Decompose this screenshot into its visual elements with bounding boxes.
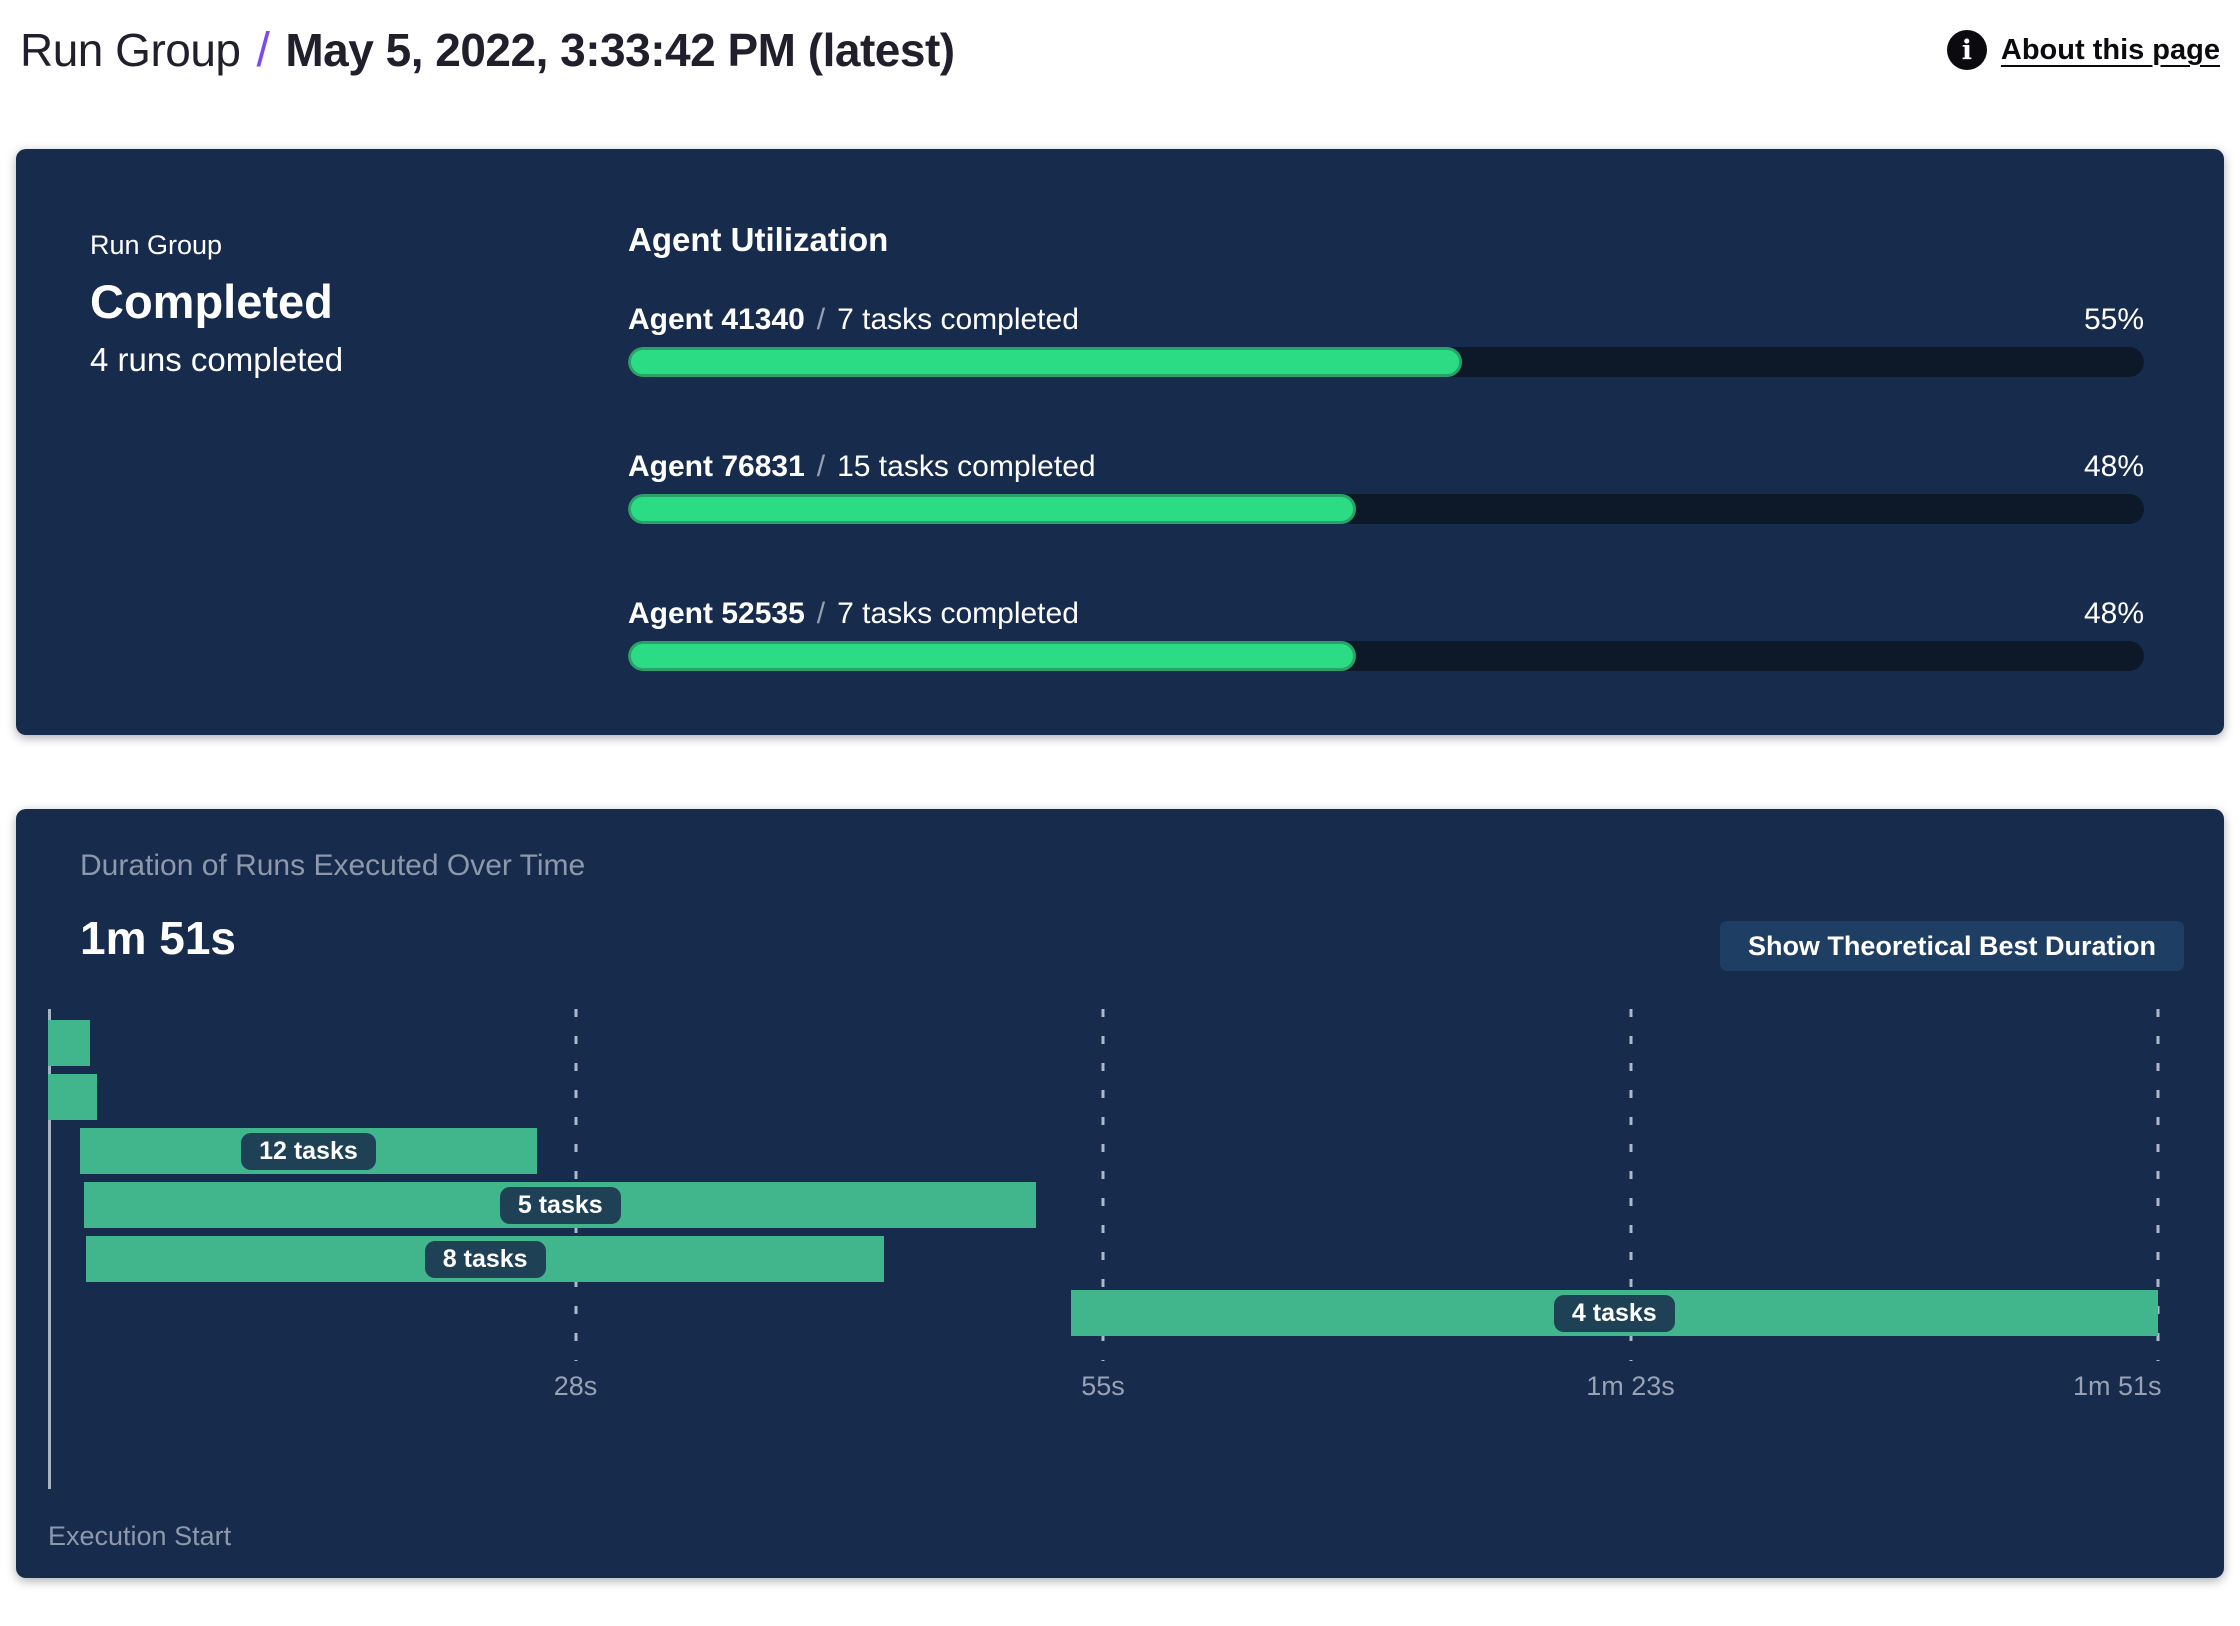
- run-bar[interactable]: 12 tasks: [80, 1128, 537, 1174]
- breadcrumb-run-group[interactable]: Run Group: [20, 24, 241, 76]
- total-duration-value: 1m 51s: [80, 912, 237, 964]
- run-group-status: Completed: [90, 275, 333, 328]
- agent-name: Agent 41340: [628, 303, 805, 336]
- axis-tick-label: 1m 51s: [2072, 1371, 2162, 1401]
- agent-utilization-track: [628, 347, 2144, 377]
- agent-row-header: Agent 52535 / 7 tasks completed 48%: [628, 597, 2144, 631]
- agent-utilization-track: [628, 641, 2144, 671]
- run-bar[interactable]: 5 tasks: [84, 1182, 1037, 1228]
- agent-tasks-completed: 15 tasks completed: [837, 450, 1096, 483]
- gridline-1m51s: [2156, 1009, 2160, 1361]
- task-count-chip: 4 tasks: [1553, 1294, 1675, 1332]
- agent-label-separator: /: [816, 450, 826, 483]
- agent-row-header: Agent 41340 / 7 tasks completed 55%: [628, 303, 2144, 337]
- run-bar[interactable]: [48, 1074, 98, 1120]
- agent-name: Agent 52535: [628, 597, 805, 630]
- agent-label-separator: /: [816, 597, 826, 630]
- agent-utilization-fill: [628, 494, 1356, 524]
- duration-chart-title: Duration of Runs Executed Over Time: [80, 849, 586, 882]
- agent-utilization-track: [628, 494, 2144, 524]
- agent-row-label: Agent 52535 / 7 tasks completed: [628, 597, 1079, 631]
- agent-utilization-percent: 48%: [2083, 597, 2144, 630]
- gantt-chart: Execution Start 28s 55s 1m 23s 1m 51s 12 tas…: [48, 1009, 2162, 1569]
- show-theoretical-best-duration-button[interactable]: Show Theoretical Best Duration: [1719, 921, 2184, 971]
- agent-row-header: Agent 76831 / 15 tasks completed 48%: [628, 450, 2144, 484]
- about-this-page-label: About this page: [2000, 33, 2220, 66]
- agent-utilization-row: Agent 76831 / 15 tasks completed 48%: [628, 450, 2144, 524]
- gridline-55s: [1101, 1009, 1105, 1361]
- task-count-chip: 12 tasks: [241, 1132, 376, 1170]
- agent-utilization-percent: 55%: [2083, 303, 2144, 336]
- run-group-summary-panel: Run Group Completed 4 runs completed Age…: [16, 149, 2224, 735]
- breadcrumb: Run Group / May 5, 2022, 3:33:42 PM (lat…: [20, 23, 955, 78]
- agent-row-label: Agent 76831 / 15 tasks completed: [628, 450, 1096, 484]
- agent-utilization-rows: Agent 41340 / 7 tasks completed 55% Agent …: [628, 149, 2144, 735]
- agent-utilization-heading: Agent Utilization: [628, 221, 889, 258]
- runs-completed-text: 4 runs completed: [90, 341, 344, 378]
- agent-tasks-completed: 7 tasks completed: [837, 597, 1079, 630]
- run-bar[interactable]: 4 tasks: [1070, 1290, 2158, 1336]
- run-group-label: Run Group: [90, 230, 223, 260]
- agent-tasks-completed: 7 tasks completed: [837, 303, 1079, 336]
- axis-tick-label: 55s: [1081, 1371, 1125, 1401]
- page-header: Run Group / May 5, 2022, 3:33:42 PM (lat…: [20, 10, 2220, 90]
- agent-row-label: Agent 41340 / 7 tasks completed: [628, 303, 1079, 337]
- agent-label-separator: /: [816, 303, 826, 336]
- agent-utilization-row: Agent 41340 / 7 tasks completed 55%: [628, 303, 2144, 377]
- task-count-chip: 5 tasks: [499, 1186, 621, 1224]
- run-bar[interactable]: 8 tasks: [86, 1236, 885, 1282]
- about-this-page-link[interactable]: i About this page: [1946, 30, 2220, 70]
- duration-chart-panel: Duration of Runs Executed Over Time 1m 5…: [16, 809, 2224, 1578]
- agent-name: Agent 76831: [628, 450, 805, 483]
- agent-utilization-row: Agent 52535 / 7 tasks completed 48%: [628, 597, 2144, 671]
- agent-utilization-fill: [628, 641, 1356, 671]
- execution-start-label: Execution Start: [48, 1521, 232, 1551]
- page-title: May 5, 2022, 3:33:42 PM (latest): [285, 24, 955, 76]
- gridline-1m23s: [1629, 1009, 1632, 1361]
- task-count-chip: 8 tasks: [424, 1240, 546, 1278]
- axis-tick-label: 28s: [553, 1371, 598, 1401]
- execution-start-axis-line: [48, 1009, 51, 1489]
- breadcrumb-separator: /: [256, 23, 270, 77]
- agent-utilization-fill: [628, 347, 1462, 377]
- info-icon: i: [1946, 30, 1987, 70]
- run-bar[interactable]: [48, 1020, 90, 1066]
- agent-utilization-percent: 48%: [2083, 450, 2144, 483]
- axis-tick-label: 1m 23s: [1586, 1371, 1675, 1401]
